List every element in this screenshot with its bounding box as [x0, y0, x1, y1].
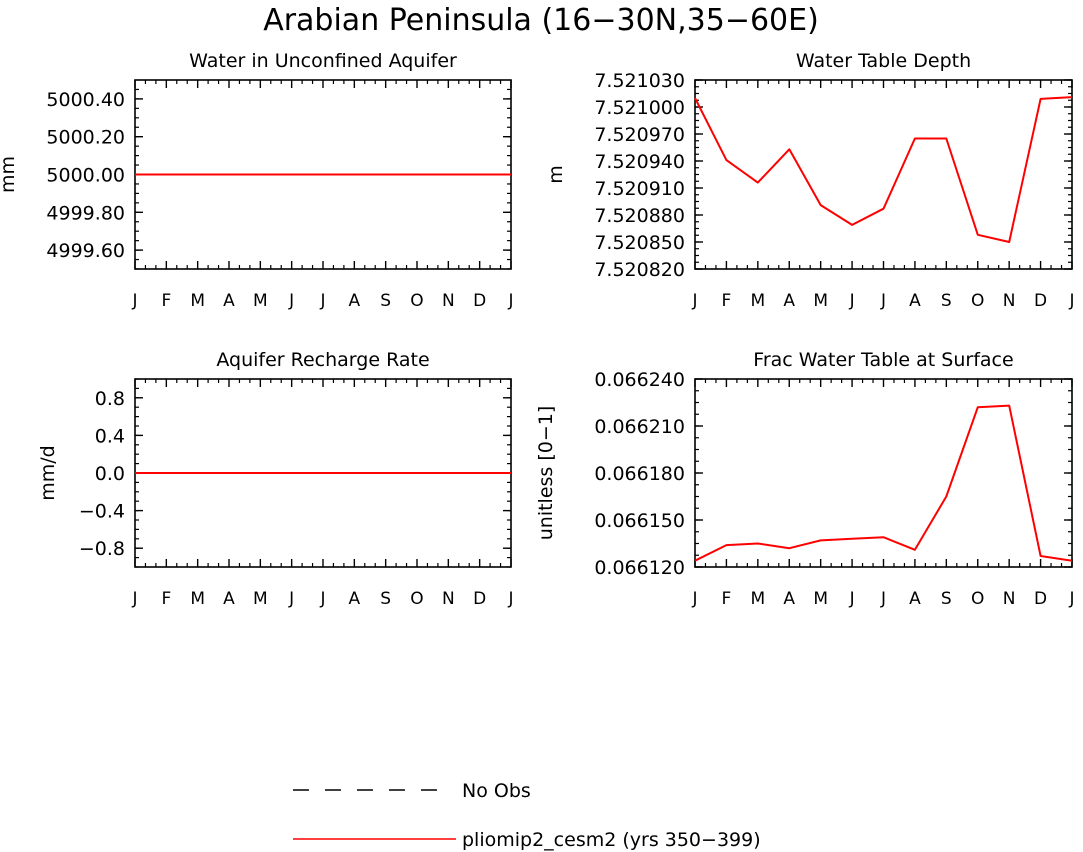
x-tick-label: J [507, 589, 513, 609]
y-axis-label: mm/d [37, 445, 59, 500]
y-tick-label: 7.520820 [594, 259, 685, 281]
y-tick-label: 0.066120 [594, 557, 685, 579]
x-tick-label: M [813, 291, 828, 311]
y-tick-label: 7.520940 [594, 151, 685, 173]
y-tick-label: 7.520910 [594, 178, 685, 200]
y-tick-label: 7.521000 [594, 97, 685, 119]
x-tick-label: J [691, 589, 697, 609]
x-tick-label: J [1068, 291, 1074, 311]
y-tick-label: 0.8 [95, 388, 125, 410]
x-tick-label: J [880, 589, 886, 609]
x-tick-label: J [131, 291, 137, 311]
series-line-model [694, 96, 1073, 243]
x-tick-label: N [442, 589, 455, 609]
x-tick-label: S [941, 589, 952, 609]
x-tick-label: J [288, 291, 294, 311]
x-tick-label: M [750, 291, 765, 311]
panel-title: Aquifer Recharge Rate [216, 349, 429, 371]
x-tick-label: O [410, 291, 423, 311]
x-tick-label: J [319, 589, 325, 609]
x-tick-label: D [473, 291, 486, 311]
y-axis-label: unitless [0−1] [535, 406, 557, 541]
x-tick-label: A [349, 291, 361, 311]
y-axis-label: m [545, 165, 567, 184]
x-tick-label: A [783, 589, 795, 609]
y-tick-label: 7.520850 [594, 232, 685, 254]
y-tick-label: 0.066240 [594, 369, 685, 391]
x-tick-label: A [909, 589, 921, 609]
x-tick-label: A [909, 291, 921, 311]
y-tick-label: 7.520970 [594, 124, 685, 146]
x-tick-label: J [849, 589, 855, 609]
x-tick-label: M [750, 589, 765, 609]
x-tick-label: N [442, 291, 455, 311]
y-tick-label: 0.4 [95, 425, 125, 447]
x-tick-label: D [1034, 291, 1047, 311]
x-tick-label: M [190, 589, 205, 609]
x-tick-label: A [349, 589, 361, 609]
y-tick-label: 7.520880 [594, 205, 685, 227]
panel-title: Water in Unconfined Aquifer [189, 50, 457, 72]
x-tick-label: J [131, 589, 137, 609]
x-tick-label: F [722, 291, 732, 311]
plot-frame [694, 79, 1073, 270]
panel-title: Frac Water Table at Surface [753, 349, 1013, 371]
x-tick-label: M [253, 291, 268, 311]
y-tick-label: 4999.60 [46, 240, 125, 262]
x-tick-label: J [507, 291, 513, 311]
x-tick-label: N [1003, 291, 1016, 311]
y-tick-label: 5000.20 [46, 127, 125, 149]
x-tick-label: J [691, 291, 697, 311]
y-tick-label: 0.0 [95, 463, 125, 485]
plot-frame [694, 378, 1073, 568]
series-line-model [694, 404, 1073, 562]
x-tick-label: O [971, 589, 984, 609]
x-tick-label: F [161, 291, 171, 311]
x-tick-label: S [941, 291, 952, 311]
x-tick-label: S [380, 291, 391, 311]
y-tick-label: −0.4 [79, 501, 125, 523]
y-tick-label: −0.8 [79, 538, 125, 560]
legend-label-obs: No Obs [462, 780, 531, 802]
y-tick-label: 4999.80 [46, 202, 125, 224]
legend-label-model: pliomip2_cesm2 (yrs 350−399) [462, 829, 761, 851]
x-tick-label: D [1034, 589, 1047, 609]
x-tick-label: F [161, 589, 171, 609]
x-tick-label: N [1003, 589, 1016, 609]
y-tick-label: 0.066210 [594, 416, 685, 438]
x-tick-label: J [319, 291, 325, 311]
y-tick-label: 0.066180 [594, 463, 685, 485]
x-tick-label: M [190, 291, 205, 311]
x-tick-label: J [849, 291, 855, 311]
x-tick-label: J [880, 291, 886, 311]
y-tick-label: 5000.40 [46, 89, 125, 111]
x-tick-label: M [253, 589, 268, 609]
y-tick-label: 0.066150 [594, 510, 685, 532]
x-tick-label: A [223, 291, 235, 311]
x-tick-label: O [410, 589, 423, 609]
x-tick-label: D [473, 589, 486, 609]
panel-title: Water Table Depth [796, 50, 971, 72]
x-tick-label: J [1068, 589, 1074, 609]
y-tick-label: 5000.00 [46, 165, 125, 187]
y-axis-label: mm [0, 156, 19, 193]
x-tick-label: A [783, 291, 795, 311]
legend-item-obs: No Obs [293, 780, 531, 802]
legend: No Obs pliomip2_cesm2 (yrs 350−399) [293, 780, 761, 851]
x-tick-label: J [288, 589, 294, 609]
x-tick-label: A [223, 589, 235, 609]
y-tick-label: 7.521030 [594, 70, 685, 92]
x-tick-label: M [813, 589, 828, 609]
legend-item-model: pliomip2_cesm2 (yrs 350−399) [293, 829, 761, 851]
x-tick-label: F [722, 589, 732, 609]
x-tick-label: S [380, 589, 391, 609]
x-tick-label: O [971, 291, 984, 311]
figure-title: Arabian Peninsula (16−30N,35−60E) [263, 3, 819, 38]
